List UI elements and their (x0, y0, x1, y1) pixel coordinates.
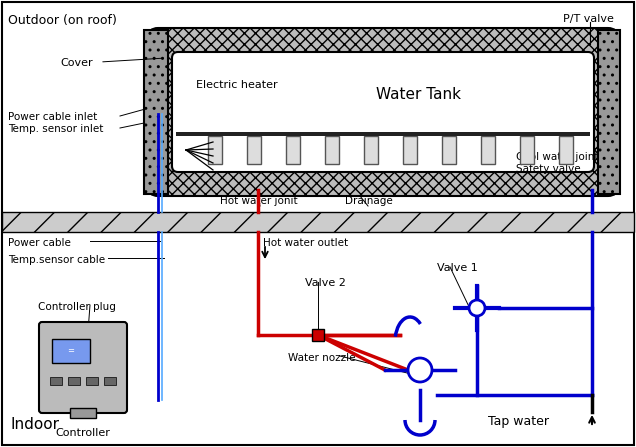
Circle shape (408, 358, 432, 382)
Text: Tap water: Tap water (488, 415, 549, 428)
Text: Valve 1: Valve 1 (437, 263, 478, 273)
Bar (559, 136, 573, 164)
Bar (403, 136, 417, 164)
Bar (325, 136, 339, 164)
Bar (286, 136, 300, 164)
Bar (442, 136, 456, 164)
Text: Controller plug: Controller plug (38, 302, 116, 312)
Bar (176, 132, 590, 136)
Text: Controller: Controller (55, 428, 111, 438)
Bar (247, 136, 261, 164)
Bar (144, 30, 168, 194)
Text: Cool water joint: Cool water joint (516, 152, 598, 162)
Text: Temp. sensor inlet: Temp. sensor inlet (8, 124, 104, 134)
Bar (598, 30, 620, 194)
Bar (312, 329, 324, 341)
Text: Water nozzle: Water nozzle (288, 353, 356, 363)
Text: Temp.sensor cable: Temp.sensor cable (8, 255, 105, 265)
Text: Electric heater: Electric heater (196, 80, 278, 90)
Bar (520, 136, 534, 164)
Text: Hot water outlet: Hot water outlet (263, 238, 348, 248)
Bar (104, 377, 116, 385)
Bar (52, 339, 90, 363)
Text: Drainage: Drainage (345, 196, 393, 206)
Text: Outdoor (on roof): Outdoor (on roof) (8, 14, 117, 27)
Text: Hot water jonit: Hot water jonit (220, 196, 298, 206)
Bar (68, 377, 80, 385)
Text: Power cable: Power cable (8, 238, 71, 248)
FancyBboxPatch shape (148, 28, 618, 196)
Text: P/T valve: P/T valve (563, 14, 614, 24)
Bar (2, 212, 634, 232)
Bar (364, 136, 378, 164)
Bar (481, 136, 495, 164)
Bar (86, 377, 98, 385)
Bar (50, 377, 62, 385)
Bar (208, 136, 222, 164)
Text: Cover: Cover (60, 58, 93, 68)
Text: Safety valve: Safety valve (516, 164, 581, 174)
FancyBboxPatch shape (172, 52, 594, 172)
Text: Indoor: Indoor (10, 417, 59, 432)
FancyBboxPatch shape (39, 322, 127, 413)
Text: Water Tank: Water Tank (377, 87, 462, 102)
Circle shape (469, 300, 485, 316)
Text: =: = (67, 346, 74, 355)
Text: Power cable inlet: Power cable inlet (8, 112, 97, 122)
Text: Valve 2: Valve 2 (305, 278, 346, 288)
Bar (70, 408, 96, 418)
